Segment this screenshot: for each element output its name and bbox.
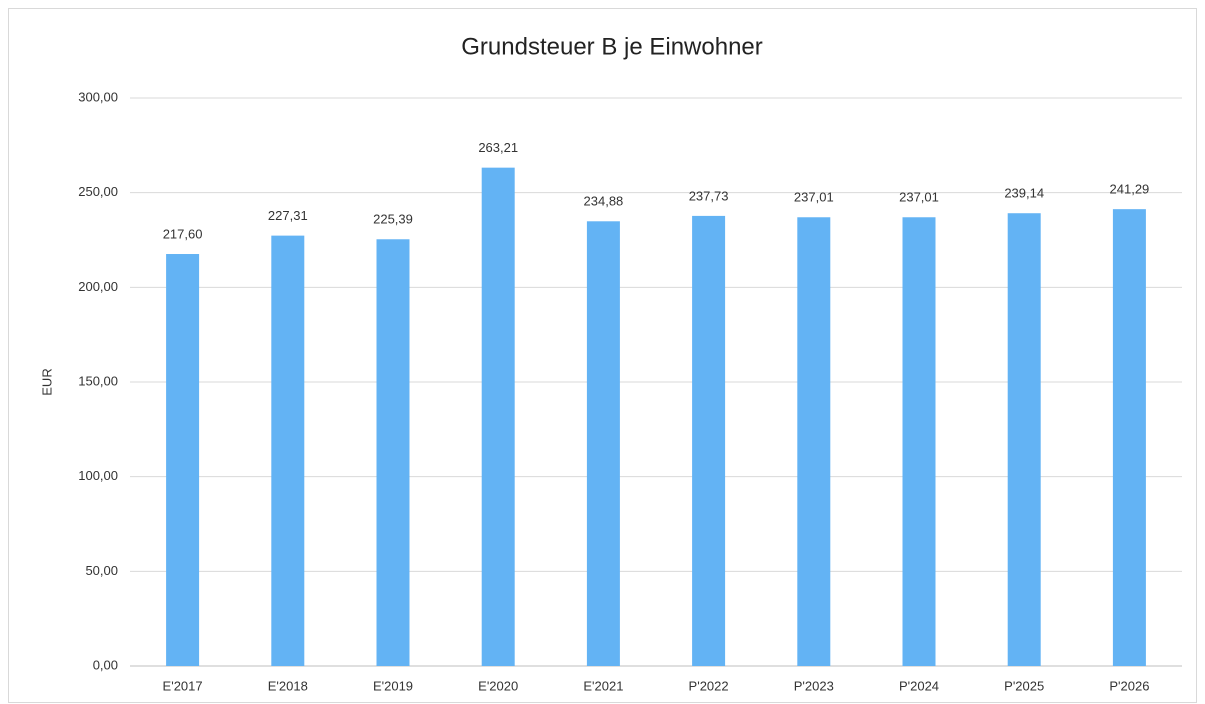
chart-title: Grundsteuer B je Einwohner [461,33,763,60]
bar [797,217,831,667]
y-tick-label: 100,00 [78,468,118,483]
y-tick-label: 300,00 [78,89,118,104]
bar [902,217,936,667]
value-label: 225,39 [373,212,413,227]
value-label: 234,88 [584,194,624,209]
value-label: 237,73 [689,188,729,203]
y-tick-label: 250,00 [78,184,118,199]
bar [166,254,200,666]
bar [481,167,515,666]
y-tick-label: 150,00 [78,373,118,388]
x-tick-label: P'2022 [689,678,729,693]
x-tick-label: P'2026 [1109,678,1149,693]
y-tick-label: 200,00 [78,279,118,294]
x-tick-label: E'2021 [583,678,623,693]
x-tick-label: E'2020 [478,678,518,693]
x-tick-label: E'2019 [373,678,413,693]
bar [692,215,726,666]
value-label: 227,31 [268,208,308,223]
x-tick-label: E'2018 [268,678,308,693]
x-tick-label: P'2023 [794,678,834,693]
value-label: 217,60 [163,226,203,241]
value-label: 237,01 [899,190,939,205]
bar [586,221,620,666]
value-label: 241,29 [1110,182,1150,197]
bar [1007,213,1041,666]
y-tick-label: 50,00 [85,563,118,578]
bar [1112,209,1146,666]
x-tick-label: E'2017 [163,678,203,693]
value-label: 263,21 [478,140,518,155]
bar [376,239,410,666]
bar [271,235,305,666]
x-tick-label: P'2025 [1004,678,1044,693]
value-label: 237,01 [794,190,834,205]
y-tick-label: 0,00 [93,657,118,672]
x-tick-label: P'2024 [899,678,939,693]
value-label: 239,14 [1004,186,1044,201]
y-axis-label: EUR [39,368,54,395]
